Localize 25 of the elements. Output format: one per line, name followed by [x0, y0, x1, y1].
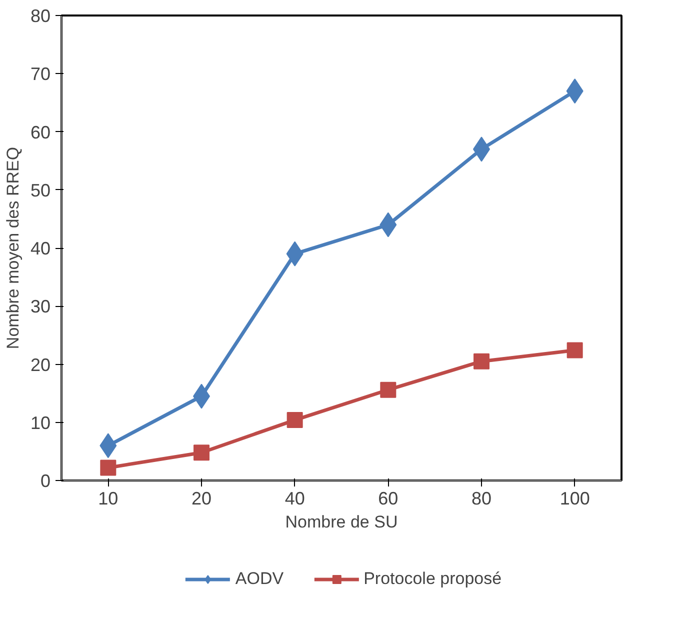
point	[100, 460, 116, 476]
y-tick-label: 40	[30, 238, 51, 258]
x-tick-label: 40	[284, 488, 305, 508]
legend-label: Protocole proposé	[364, 568, 502, 588]
point	[286, 412, 303, 428]
x-tick-label: 100	[560, 488, 590, 508]
y-tick-label: 10	[30, 412, 51, 433]
point	[566, 342, 583, 358]
point	[380, 382, 396, 398]
x-tick-label: 20	[191, 488, 212, 508]
x-tick-label: 80	[471, 488, 492, 508]
x-tick-label: 10	[98, 488, 118, 508]
y-tick-label: 70	[30, 64, 51, 84]
y-tick-label: 50	[30, 180, 51, 200]
x-tick-label: 60	[378, 488, 398, 508]
y-tick-label: 20	[30, 354, 51, 375]
point	[194, 444, 210, 461]
y-axis-title: Nombre moyen des RREQ	[3, 146, 22, 350]
x-axis-title: Nombre de SU	[285, 512, 398, 532]
y-tick-label: 30	[30, 296, 51, 317]
legend-label: AODV	[235, 568, 284, 588]
y-tick-label: 80	[30, 6, 51, 26]
point	[474, 353, 490, 370]
y-tick-label: 0	[40, 471, 51, 491]
y-tick-label: 60	[30, 122, 51, 142]
